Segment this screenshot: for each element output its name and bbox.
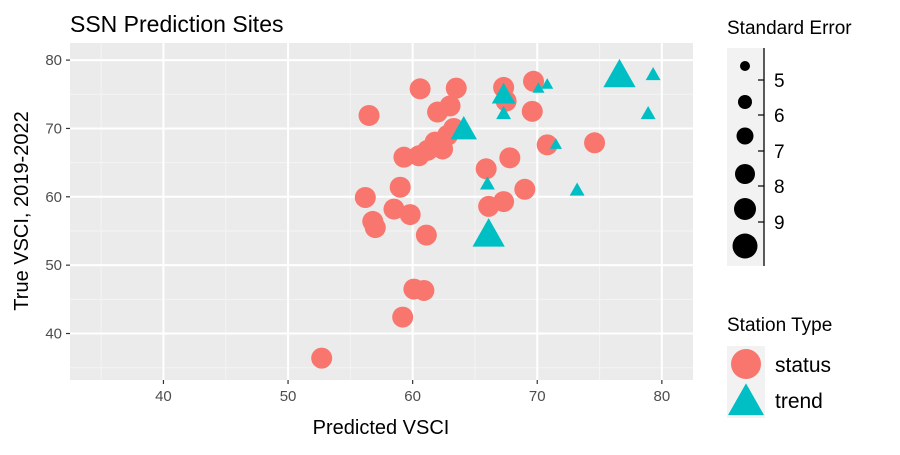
plot-panel <box>70 43 693 380</box>
trend-point <box>532 82 545 93</box>
trend-points <box>450 58 661 247</box>
x-axis-label: Predicted VSCI <box>313 417 450 439</box>
status-point <box>399 204 421 226</box>
type-legend-title: Station Type <box>727 315 832 336</box>
status-point <box>383 198 405 220</box>
trend-point <box>496 105 512 120</box>
trend-point <box>491 82 516 104</box>
status-point <box>311 347 333 369</box>
trend-point <box>603 58 636 88</box>
type-legend-label: trend <box>775 390 823 413</box>
y-tick-label: 80 <box>45 52 62 69</box>
y-axis-label: True VSCI, 2019-2022 <box>11 111 33 310</box>
trend-point <box>645 66 661 81</box>
status-point <box>584 132 606 154</box>
trend-point <box>472 218 505 247</box>
status-point <box>409 78 431 100</box>
status-point <box>389 176 411 198</box>
size-legend: 5 6 7 8 9 <box>727 48 785 266</box>
size-legend-title: Standard Error <box>727 18 852 39</box>
x-tick-label: 70 <box>529 388 546 405</box>
chart-title: SSN Prediction Sites <box>70 11 283 37</box>
type-legend: status trend <box>727 346 831 418</box>
status-point <box>413 279 435 301</box>
size-legend-key-bg <box>727 48 763 266</box>
status-legend-key <box>731 349 761 379</box>
x-tick-label: 40 <box>155 388 172 405</box>
major-grid <box>70 43 693 380</box>
type-legend-label: status <box>775 354 831 377</box>
size-legend-circle <box>734 198 756 220</box>
status-point <box>392 306 414 328</box>
trend-point <box>541 78 554 89</box>
size-legend-label: 6 <box>774 106 785 127</box>
status-point <box>358 104 380 126</box>
size-legend-label: 9 <box>774 213 785 234</box>
axis-ticks: 40 50 60 70 80 40 50 60 70 80 <box>45 52 670 405</box>
x-tick-label: 80 <box>654 388 671 405</box>
y-tick-label: 60 <box>45 189 62 206</box>
status-point <box>354 186 376 208</box>
trend-point <box>450 116 477 140</box>
minor-grid <box>70 43 693 380</box>
trend-point <box>479 176 495 190</box>
size-legend-circle <box>738 95 752 109</box>
y-tick-label: 70 <box>45 120 62 137</box>
status-point <box>439 95 461 117</box>
size-legend-label: 8 <box>774 177 785 198</box>
status-point <box>493 191 515 213</box>
trend-legend-key <box>728 383 764 416</box>
trend-point <box>569 182 585 196</box>
x-tick-label: 50 <box>280 388 297 405</box>
size-legend-circle <box>740 61 750 71</box>
status-point <box>514 178 536 200</box>
y-tick-label: 50 <box>45 257 62 274</box>
status-point <box>415 224 437 246</box>
status-point <box>499 147 521 169</box>
status-point <box>364 217 386 239</box>
trend-point <box>549 138 562 149</box>
status-point <box>445 77 467 99</box>
size-legend-circle <box>736 127 754 145</box>
status-point <box>475 158 497 180</box>
size-legend-label: 5 <box>774 71 785 92</box>
size-legend-circle <box>732 233 758 259</box>
size-legend-circle <box>735 164 755 184</box>
y-tick-label: 40 <box>45 326 62 343</box>
trend-point <box>640 105 656 120</box>
status-point <box>536 134 558 156</box>
x-tick-label: 60 <box>404 388 421 405</box>
status-point <box>521 100 543 122</box>
size-legend-label: 7 <box>774 142 785 163</box>
